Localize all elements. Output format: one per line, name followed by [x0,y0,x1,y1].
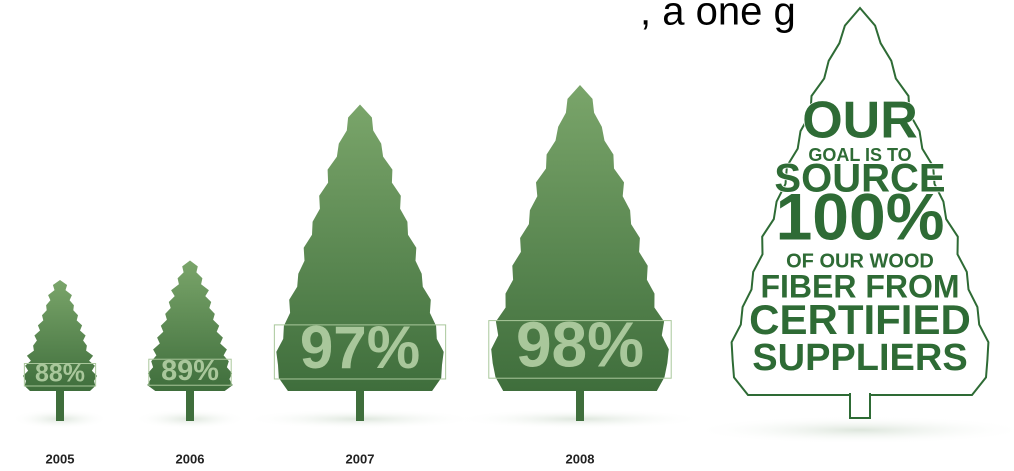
tree-trunk [56,385,64,421]
value-label: 88% [35,359,85,387]
tree [491,85,669,391]
tree [147,260,233,391]
goal-text: 100% [776,179,945,253]
tree [276,104,444,391]
year-label: 2007 [346,451,375,466]
year-label: 2005 [46,451,75,466]
goal-text: OUR [802,92,918,150]
tree-trunk [186,385,194,421]
goal-tree-trunk [849,393,871,419]
label-box [148,358,232,386]
goal-text: SUPPLIERS [752,337,967,379]
label-box [273,324,447,380]
goal-text: CERTIFIED [749,296,971,343]
tree-trunk [356,385,364,421]
label-box [488,320,672,379]
goal-text: GOAL IS TO [808,145,911,165]
tree-shadow [690,416,1014,444]
year-label: 2006 [176,451,205,466]
heading-fragment: , a one g [640,0,796,34]
label-box [23,363,97,387]
value-label: 89% [161,355,219,387]
year-label: 2008 [566,451,595,466]
tree-trunk [576,385,584,421]
goal-text: FIBER FROM [760,268,959,304]
value-label: 97% [300,314,420,381]
goal-text: SOURCE [774,157,945,201]
goal-text: OF OUR WOOD [786,250,934,272]
value-label: 98% [516,308,644,380]
